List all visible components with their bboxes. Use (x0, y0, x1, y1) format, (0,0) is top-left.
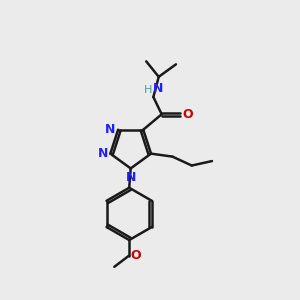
Text: N: N (98, 147, 108, 160)
Text: H: H (144, 85, 152, 95)
Text: N: N (105, 123, 116, 136)
Text: N: N (153, 82, 164, 95)
Text: O: O (130, 249, 141, 262)
Text: N: N (125, 171, 136, 184)
Text: O: O (182, 108, 193, 121)
